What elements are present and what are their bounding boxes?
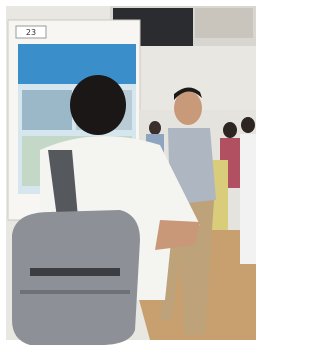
photo: 23 [0, 0, 261, 346]
backpack-strap [30, 268, 120, 276]
person [223, 122, 237, 138]
poster-header [18, 44, 136, 84]
person [241, 117, 255, 133]
backpack-seam [20, 290, 130, 294]
scene: 23 [6, 6, 256, 345]
lights [195, 8, 253, 38]
poster-number: 23 [26, 28, 36, 37]
backpack [12, 210, 140, 345]
person [240, 134, 256, 264]
head [70, 75, 126, 135]
person [149, 121, 161, 135]
head [174, 91, 202, 125]
poster-figure [22, 90, 72, 130]
